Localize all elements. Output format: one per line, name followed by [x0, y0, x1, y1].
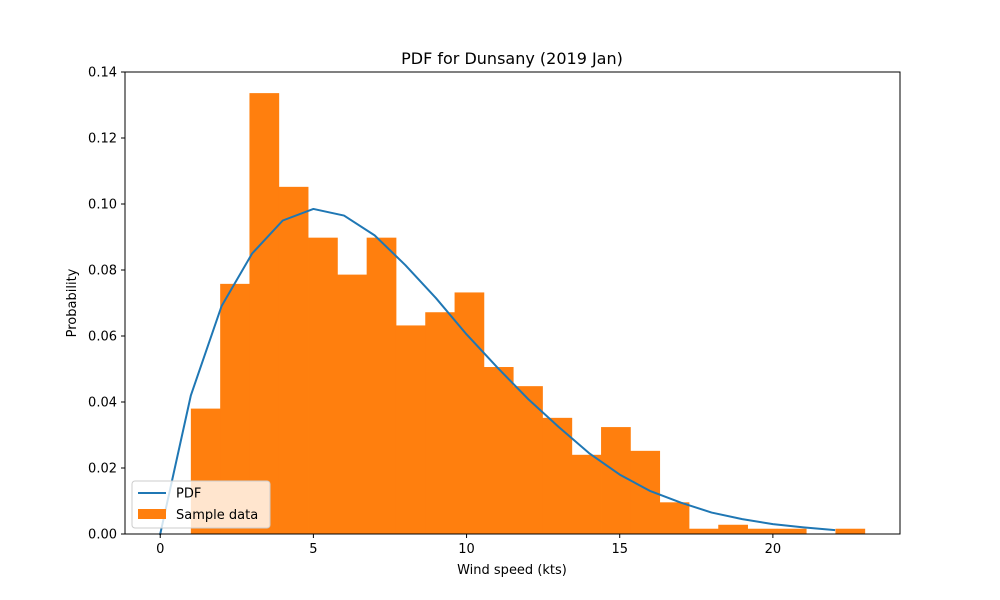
y-tick-label: 0.10	[88, 198, 117, 213]
pdf-line	[159, 207, 836, 536]
legend-frame	[131, 480, 271, 529]
legend-sample-data-swatch	[138, 509, 166, 519]
chart-title: PDF for Dunsany (2019 Jan)	[401, 49, 623, 68]
x-axis-label: Wind speed (kts)	[457, 563, 567, 578]
x-tick-label: 10	[458, 542, 475, 557]
histogram-bar	[249, 93, 280, 535]
histogram-bar	[776, 528, 807, 534]
y-tick-label: 0.08	[88, 264, 117, 279]
x-tick-label: 5	[309, 542, 317, 557]
histogram-bar	[278, 186, 309, 534]
y-tick-label: 0.12	[88, 132, 117, 147]
histogram-bar	[835, 528, 866, 534]
legend-pdf-label: PDF	[176, 487, 201, 502]
legend-sample-data-label: Sample data	[176, 508, 258, 523]
histogram-bar	[688, 528, 719, 534]
histogram-bar	[366, 237, 397, 534]
histogram-bar	[483, 367, 514, 534]
y-axis: 0.00 0.02 0.04 0.06 0.08 0.10 0.12 0.14	[88, 66, 125, 543]
histogram-bar	[659, 502, 690, 534]
histogram-bar	[454, 292, 485, 534]
histogram-bar	[542, 417, 573, 534]
y-tick-label: 0.04	[88, 396, 117, 411]
y-axis-label: Probability	[65, 268, 80, 337]
pdf-line-group	[159, 207, 836, 536]
x-tick-label: 15	[611, 542, 628, 557]
y-tick-label: 0.00	[88, 528, 117, 543]
x-axis: 0 5 10 15 20	[156, 534, 781, 557]
x-tick-label: 20	[765, 542, 782, 557]
histogram-bar	[601, 427, 631, 534]
plot-frame	[124, 71, 901, 535]
x-tick-label: 0	[156, 542, 164, 557]
histogram-bar	[337, 274, 368, 534]
histogram-bar	[747, 528, 778, 534]
histogram-bar	[308, 237, 338, 534]
histogram-bar	[425, 312, 455, 534]
legend: PDF Sample data	[131, 480, 271, 529]
y-tick-label: 0.02	[88, 462, 117, 477]
histogram-bar	[571, 454, 602, 534]
histogram-bars	[190, 93, 866, 535]
histogram-bar	[513, 386, 543, 534]
histogram-bar	[395, 325, 426, 534]
histogram-bar	[718, 524, 748, 534]
y-tick-label: 0.14	[88, 66, 117, 81]
y-tick-label: 0.06	[88, 330, 117, 345]
